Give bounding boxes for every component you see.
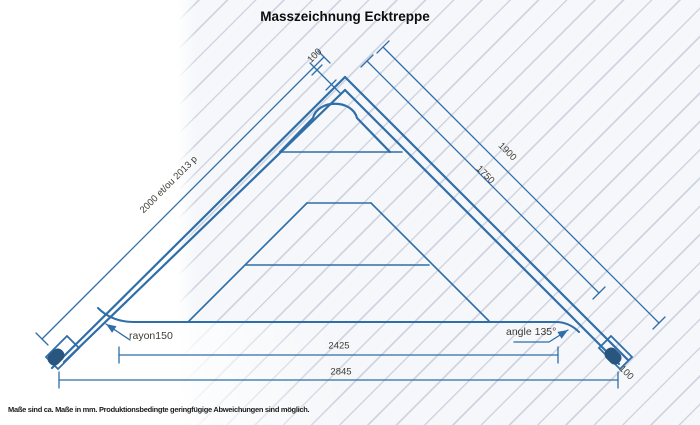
right-stringer-inner-edge (343, 88, 621, 366)
handrail-bend (278, 102, 392, 154)
dim-tick (317, 50, 331, 64)
dim-tick (325, 79, 337, 91)
dim-tick (35, 332, 49, 346)
dim-label-radius: rayon150 (129, 330, 173, 342)
right-stringer-outer-edge (343, 75, 630, 362)
dim-label-2845: 2845 (330, 366, 352, 378)
footer-note: Maße sind ca. Maße in mm. Produktionsbed… (8, 405, 310, 414)
dim-line-1750 (366, 60, 600, 294)
white-bottom-panel (0, 323, 470, 425)
right-foot-cap (604, 347, 622, 365)
base-tube (97, 307, 580, 333)
dim-tick (360, 54, 374, 68)
dim-tick (311, 64, 323, 76)
left-foot-cap (47, 348, 65, 366)
dim-tick (652, 316, 666, 330)
dim-line-tube-top (309, 62, 342, 95)
dim-line-2000 (41, 56, 325, 340)
dim-tick (376, 40, 390, 54)
left-stringer-outer-edge (50, 75, 347, 370)
right-foot-plate (597, 334, 634, 371)
dim-label-angle: angle 135° (506, 326, 557, 338)
dim-tick (592, 286, 606, 300)
step-slope-right (370, 202, 490, 322)
dim-line-1900 (382, 46, 660, 324)
dim-label-2425: 2425 (328, 340, 350, 352)
angle-arrowhead (557, 330, 568, 339)
step-slope-left (188, 202, 308, 322)
radius-arrowhead (106, 324, 117, 333)
page-title: Masszeichnung Ecktreppe (260, 9, 430, 24)
